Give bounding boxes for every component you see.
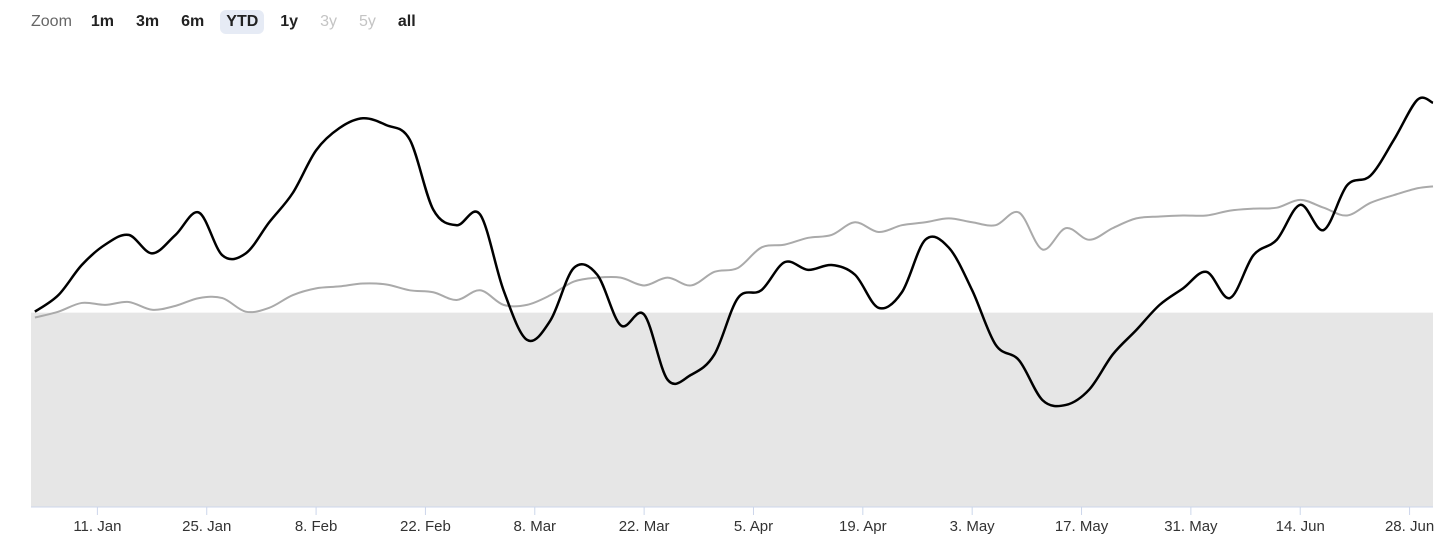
series-line (34, 96, 1434, 408)
x-tick-label: 8. Mar (514, 518, 557, 535)
zoom-button: 5y (353, 10, 382, 34)
x-tick-label: 19. Apr (839, 518, 887, 535)
threshold-area (31, 312, 1433, 507)
x-tick-label: 31. May (1164, 518, 1218, 535)
x-tick-label: 3. May (950, 518, 996, 535)
zoom-button: 3y (314, 10, 343, 34)
x-tick-label: 14. Jun (1276, 518, 1325, 535)
x-tick-label: 25. Jan (182, 518, 231, 535)
zoom-button[interactable]: 1m (85, 10, 120, 34)
x-tick-label: 11. Jan (73, 518, 121, 535)
zoom-button[interactable]: all (392, 10, 422, 34)
x-tick-label: 22. Mar (619, 518, 670, 535)
zoom-button[interactable]: 3m (130, 10, 165, 34)
zoom-label: Zoom (31, 13, 72, 30)
x-tick-label: 8. Feb (295, 518, 338, 535)
x-tick-label: 28. Jun (1385, 518, 1434, 535)
x-tick-label: 5. Apr (734, 518, 773, 535)
zoom-button[interactable]: 6m (175, 10, 210, 34)
zoom-bar: Zoom 1m 3m 6m YTD 1y 3y 5y all (0, 0, 427, 44)
series-line (34, 185, 1434, 319)
x-tick-label: 17. May (1055, 518, 1109, 535)
zoom-button[interactable]: YTD (220, 10, 265, 34)
x-tick-label: 22. Feb (400, 518, 451, 535)
zoom-button[interactable]: 1y (274, 10, 304, 34)
